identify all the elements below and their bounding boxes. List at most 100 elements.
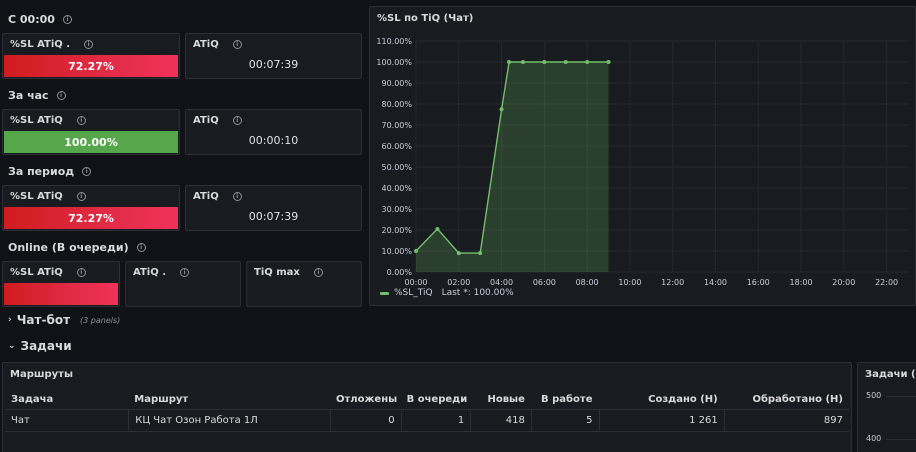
col-header-route[interactable]: Маршрут	[134, 393, 189, 405]
section-title-per-hour: За час i	[8, 89, 66, 102]
x-tick-label: 04:00	[490, 278, 513, 287]
chevron-right-icon: ›	[8, 315, 12, 325]
info-icon[interactable]: i	[84, 40, 94, 49]
x-tick-label: 00:00	[404, 278, 427, 287]
info-icon[interactable]: i	[62, 15, 72, 24]
panel-title: Маршруты	[10, 369, 73, 380]
data-point	[414, 249, 418, 253]
col-header-created[interactable]: Создано (Н)	[648, 393, 718, 405]
data-point	[435, 226, 440, 231]
y-tick-label: 60.00%	[381, 142, 412, 151]
col-header-postponed[interactable]: Отложены	[335, 393, 398, 405]
section-title-per-period: За период i	[8, 165, 92, 178]
data-point	[456, 251, 461, 256]
y-tick-label: 0.00%	[387, 268, 413, 277]
data-point	[585, 60, 590, 64]
routes-table-panel[interactable]: Маршруты Задача Маршрут Отложены В очере…	[2, 362, 852, 452]
info-icon[interactable]: i	[232, 116, 242, 125]
panel-title: %SL ATiQ .	[10, 39, 71, 50]
info-icon[interactable]: i	[76, 116, 86, 125]
x-tick-label: 08:00	[576, 278, 599, 287]
chevron-down-icon: ⌄	[8, 341, 16, 351]
col-header-new[interactable]: Новые	[487, 393, 525, 405]
y-tick-label: 110.00%	[376, 37, 412, 46]
row-chatbot-label: Чат-бот	[16, 313, 71, 327]
y-tick-label: 70.00%	[381, 121, 412, 130]
panel-title: %SL ATiQ	[10, 191, 63, 202]
panel-title: ATiQ	[193, 115, 219, 126]
sl-value: 100.00%	[64, 135, 118, 149]
stat-panel-tiq-max-online[interactable]: TiQ max i	[246, 261, 362, 307]
chart-title: %SL по TiQ (Чат)	[377, 13, 474, 24]
table-row[interactable]: Чат КЦ Чат Озон Работа 1Л 0 1 418 5 1 26…	[5, 410, 849, 432]
sl-value: 72.27%	[68, 211, 114, 225]
table-cell: 5	[530, 410, 599, 431]
sl-tiq-chart: 0.00% 10.00% 20.00% 30.00% 40.00% 50.00% 60.00…	[376, 37, 908, 287]
x-tick-label: 12:00	[661, 278, 684, 287]
row-chatbot[interactable]: › Чат-бот (3 panels)	[8, 313, 120, 327]
x-tick-label: 22:00	[875, 278, 898, 287]
stat-panel-atiq-since-midnight[interactable]: ATiQ i 00:07:39	[185, 33, 362, 79]
data-point	[499, 107, 504, 112]
stat-panel-atiq-per-hour[interactable]: ATiQ i 00:00:10	[185, 109, 362, 155]
table-cell: 418	[470, 410, 531, 431]
sl-gauge-bar	[4, 283, 118, 305]
col-header-task[interactable]: Задача	[11, 393, 54, 405]
legend-swatch	[380, 291, 389, 295]
panel-title: ATiQ .	[133, 267, 166, 278]
info-icon[interactable]: i	[76, 192, 86, 201]
info-icon[interactable]: i	[313, 268, 323, 277]
sl-gauge-bar: 72.27%	[4, 55, 178, 77]
table-cell: 1 261	[598, 410, 724, 431]
row-tasks[interactable]: ⌄ Задачи	[8, 339, 72, 353]
info-icon[interactable]: i	[136, 243, 146, 252]
table-header: Задача Маршрут Отложены В очереди Новые …	[5, 389, 849, 410]
stat-panel-atiq-online[interactable]: ATiQ . i	[125, 261, 241, 307]
info-icon[interactable]: i	[56, 91, 66, 100]
row-tasks-label: Задачи	[20, 339, 72, 353]
info-icon[interactable]: i	[180, 268, 189, 277]
y-tick-label: 20.00%	[381, 226, 412, 235]
tasks-chat-panel[interactable]: Задачи (Ча 500 400	[857, 362, 916, 452]
x-tick-label: 18:00	[790, 278, 813, 287]
stat-panel-sl-per-hour[interactable]: %SL ATiQ i 100.00%	[2, 109, 180, 155]
col-header-processed[interactable]: Обработано (Н)	[752, 393, 843, 405]
sl-gauge-bar: 72.27%	[4, 207, 178, 229]
y-tick-label: 400	[866, 434, 882, 443]
grid-line	[886, 439, 916, 440]
chart-legend[interactable]: %SL_TiQ Last *: 100.00%	[380, 288, 514, 298]
data-point	[563, 60, 568, 64]
panel-title: Задачи (Ча	[865, 369, 916, 380]
legend-series-name: %SL_TiQ	[394, 288, 433, 298]
panel-title: %SL ATiQ	[10, 115, 63, 126]
y-tick-label: 80.00%	[381, 100, 412, 109]
x-tick-label: 16:00	[747, 278, 770, 287]
routes-table: Задача Маршрут Отложены В очереди Новые …	[5, 389, 849, 432]
data-point	[520, 60, 525, 64]
sl-gauge-bar: 100.00%	[4, 131, 178, 153]
sl-value: 72.27%	[68, 59, 114, 73]
y-tick-label: 10.00%	[381, 247, 412, 256]
info-icon[interactable]: i	[232, 192, 242, 201]
data-point	[478, 251, 483, 256]
stat-panel-sl-online[interactable]: %SL ATiQ i	[2, 261, 120, 307]
info-icon[interactable]: i	[82, 167, 92, 176]
panel-title: %SL ATiQ	[10, 267, 63, 278]
col-header-in-queue[interactable]: В очереди	[406, 393, 468, 405]
section-title-since-midnight: С 00:00 i	[8, 13, 72, 26]
table-cell: Чат	[11, 415, 30, 426]
series-area	[416, 62, 609, 272]
x-tick-label: 02:00	[447, 278, 470, 287]
stat-panel-sl-since-midnight[interactable]: %SL ATiQ . i 72.27%	[2, 33, 180, 79]
x-tick-label: 10:00	[618, 278, 641, 287]
sl-tiq-chart-panel[interactable]: %SL по TiQ (Чат) 0.00% 10.00% 20.00% 30.00%…	[369, 6, 916, 306]
info-icon[interactable]: i	[232, 40, 242, 49]
panel-title: ATiQ	[193, 39, 219, 50]
x-tick-label: 06:00	[533, 278, 556, 287]
panel-title: TiQ max	[254, 267, 300, 278]
col-header-in-work[interactable]: В работе	[541, 393, 593, 405]
stat-panel-sl-per-period[interactable]: %SL ATiQ i 72.27%	[2, 185, 180, 231]
stat-panel-atiq-per-period[interactable]: ATiQ i 00:07:39	[185, 185, 362, 231]
y-tick-label: 100.00%	[376, 58, 412, 67]
info-icon[interactable]: i	[76, 268, 86, 277]
